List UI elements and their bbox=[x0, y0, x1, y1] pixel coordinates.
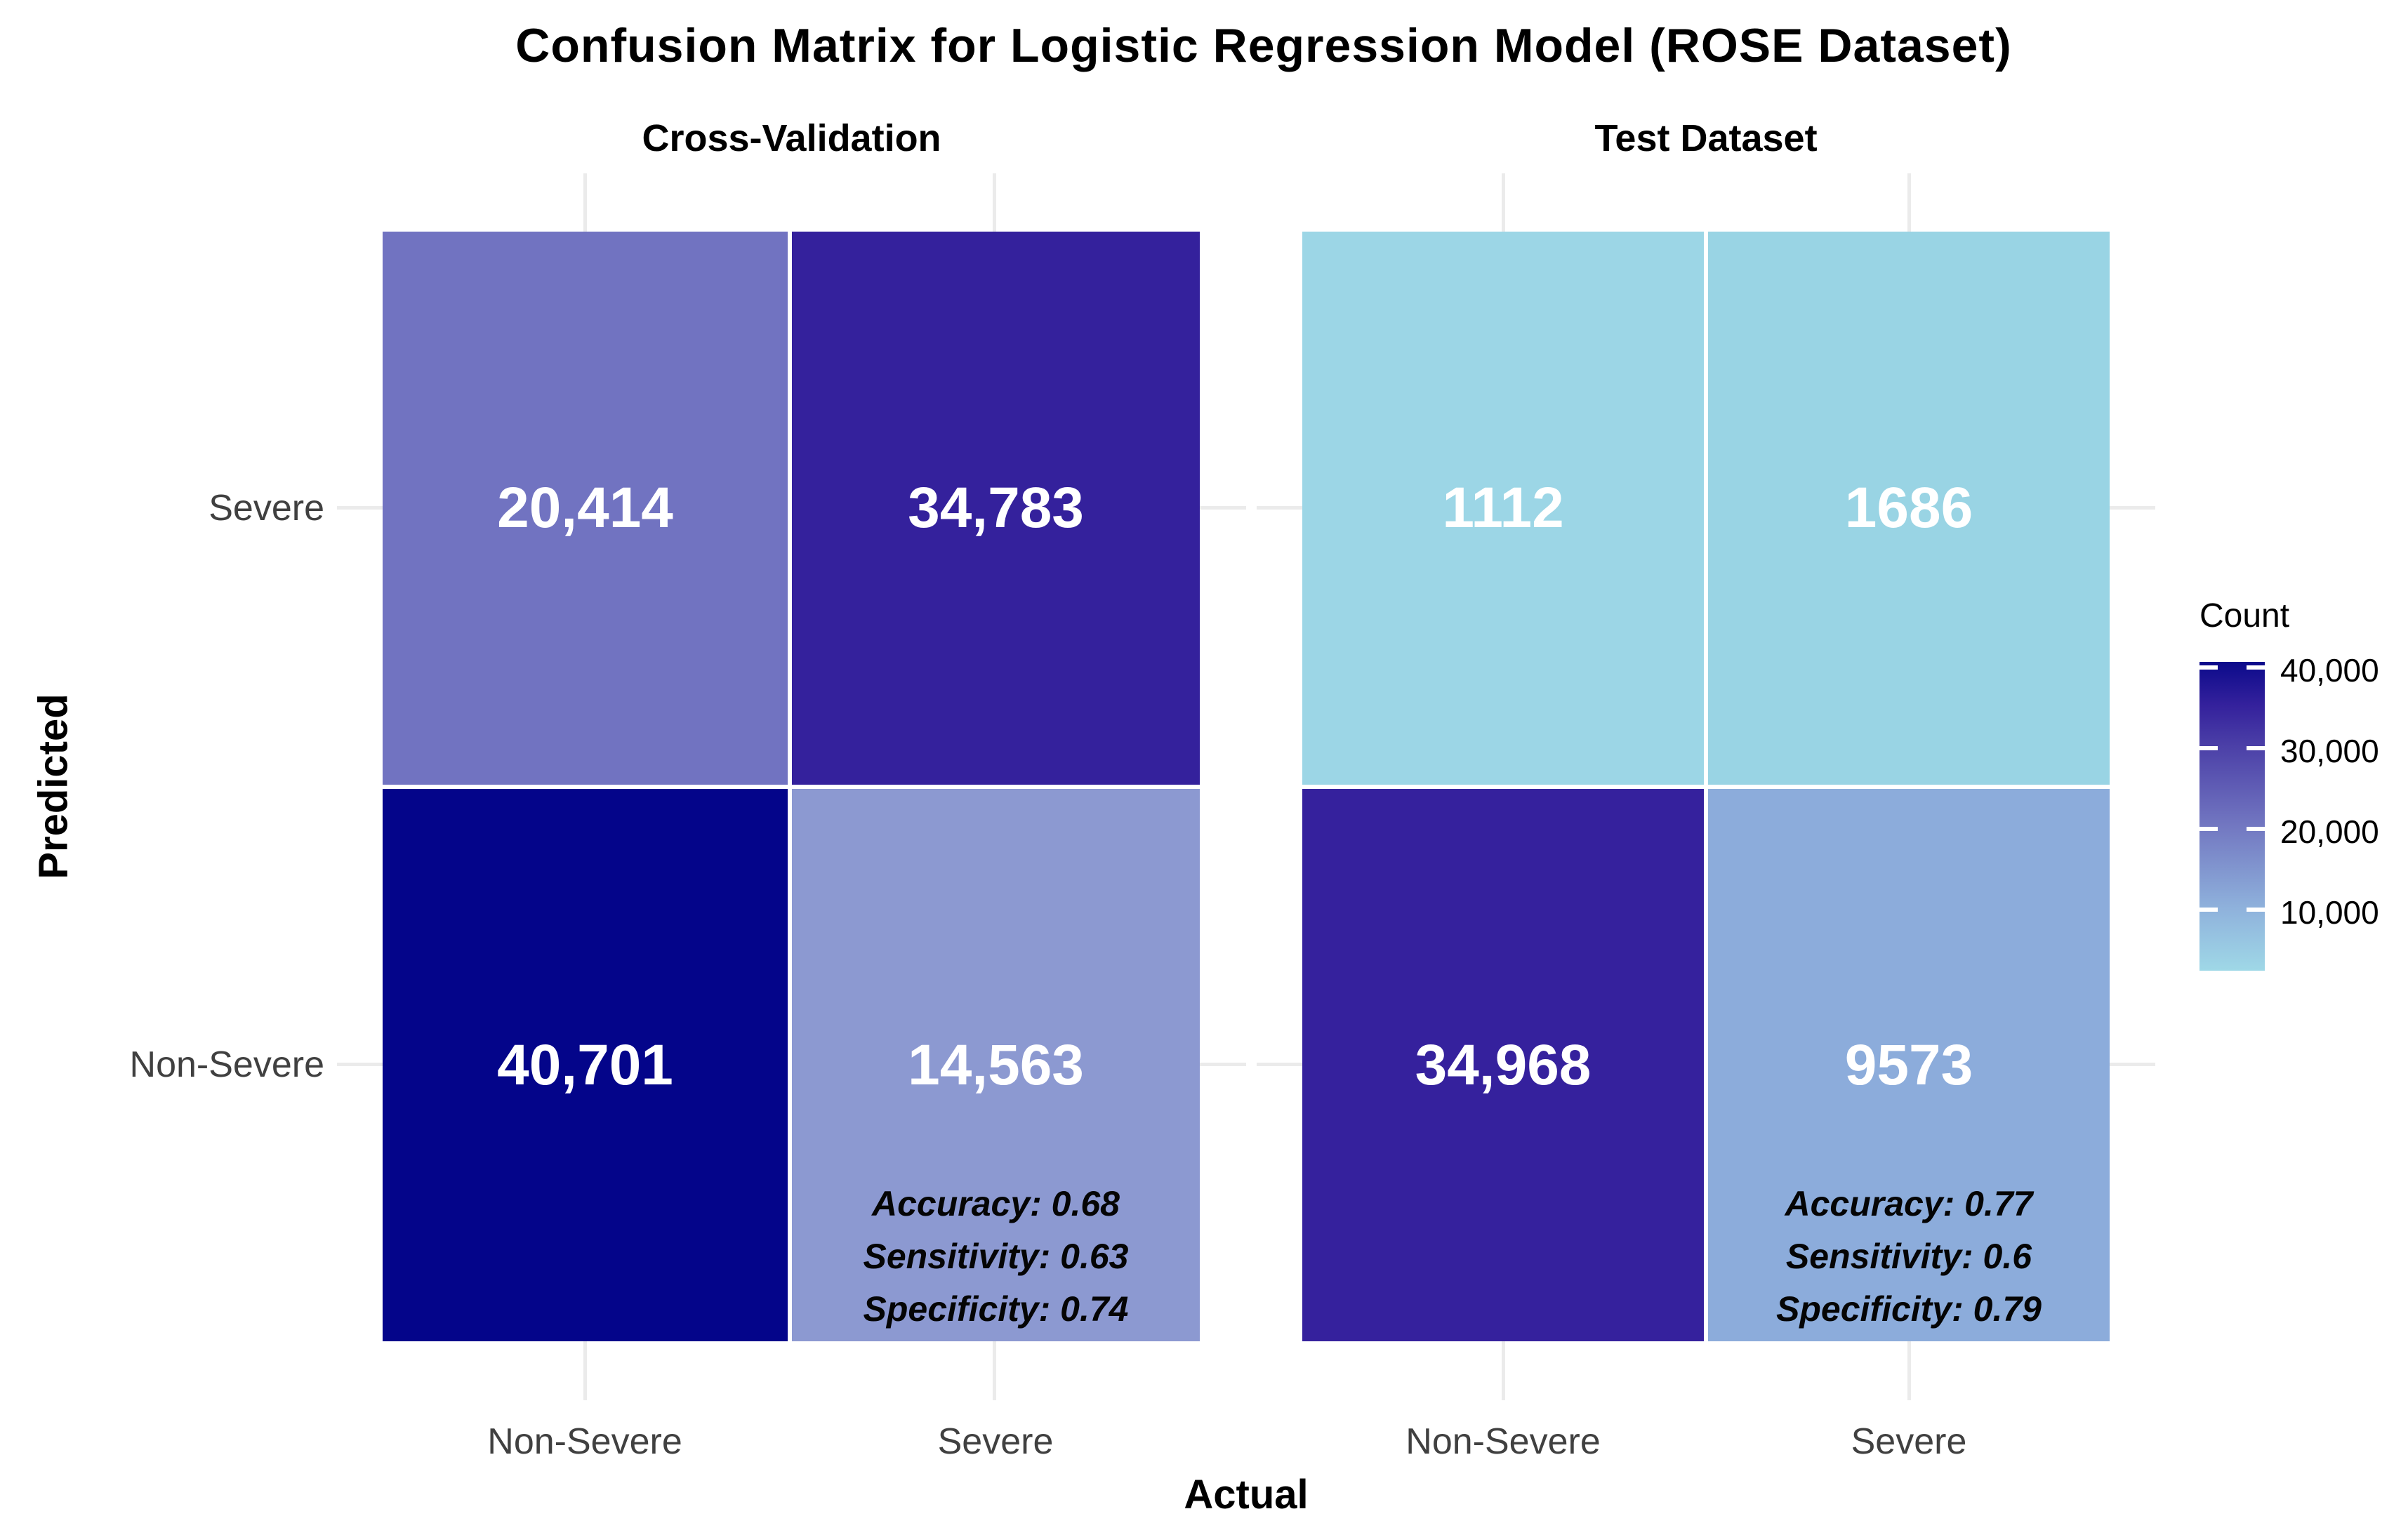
gridline-stub bbox=[1257, 1063, 1302, 1066]
cv-cell-severe-severe: 34,783 bbox=[792, 232, 1200, 785]
cv-cell-nonsevere-nonsevere: 40,701 bbox=[383, 789, 788, 1341]
facet-title-test-dataset: Test Dataset bbox=[1594, 117, 1818, 159]
cell-value: 9573 bbox=[1844, 1032, 1973, 1097]
gridline-stub bbox=[1502, 1341, 1505, 1400]
cell-value: 34,968 bbox=[1415, 1032, 1592, 1097]
y-axis-label-severe: Severe bbox=[209, 488, 324, 529]
gridline-stub bbox=[993, 1341, 996, 1400]
x-axis-label-test-severe: Severe bbox=[1851, 1421, 1967, 1462]
legend-tick-mark bbox=[2199, 827, 2218, 831]
gridline-stub bbox=[1502, 173, 1505, 232]
gridline-stub bbox=[1907, 1341, 1911, 1400]
x-axis-label-test-nonsevere: Non-Severe bbox=[1405, 1421, 1601, 1462]
legend-tick-mark bbox=[2199, 908, 2218, 912]
y-axis-title-predicted: Predicted bbox=[30, 693, 77, 879]
gridline-stub bbox=[1257, 506, 1302, 510]
y-axis-label-nonsevere: Non-Severe bbox=[129, 1044, 324, 1085]
legend-tick-mark bbox=[2247, 665, 2265, 670]
cv-cell-severe-nonsevere: 20,414 bbox=[383, 232, 788, 785]
test-metrics-annotation: Accuracy: 0.77 Sensitivity: 0.6 Specific… bbox=[1708, 1178, 2110, 1336]
y-axis-title-container: Predicted bbox=[4, 281, 102, 1291]
gridline-stub bbox=[993, 173, 996, 232]
legend-tick-label-30000: 30,000 bbox=[2280, 733, 2379, 769]
gridline-stub bbox=[583, 173, 587, 232]
legend-tick-mark bbox=[2247, 827, 2265, 831]
specificity-text: Specificity: 0.74 bbox=[863, 1289, 1129, 1329]
gridline-stub bbox=[2110, 506, 2155, 510]
cell-value: 1112 bbox=[1442, 476, 1564, 540]
chart-title: Confusion Matrix for Logistic Regression… bbox=[515, 19, 2012, 72]
gridline-stub bbox=[1200, 1063, 1246, 1066]
gridline-stub bbox=[583, 1341, 587, 1400]
cell-value: 1686 bbox=[1844, 476, 1973, 540]
legend-tick-mark bbox=[2199, 665, 2218, 670]
test-cell-nonsevere-severe: 9573 Accuracy: 0.77 Sensitivity: 0.6 Spe… bbox=[1708, 789, 2110, 1341]
legend-tick-label-10000: 10,000 bbox=[2280, 894, 2379, 931]
x-axis-title-actual: Actual bbox=[1184, 1472, 1309, 1517]
gridline-stub bbox=[2110, 1063, 2155, 1066]
accuracy-text: Accuracy: 0.77 bbox=[1785, 1184, 2033, 1223]
cell-value: 34,783 bbox=[908, 476, 1084, 540]
gridline-stub bbox=[1200, 506, 1246, 510]
cv-metrics-annotation: Accuracy: 0.68 Sensitivity: 0.63 Specifi… bbox=[792, 1178, 1200, 1336]
cell-value: 20,414 bbox=[497, 476, 673, 540]
facet-title-cross-validation: Cross-Validation bbox=[642, 117, 941, 159]
test-cell-severe-severe: 1686 bbox=[1708, 232, 2110, 785]
gridline-stub bbox=[1907, 173, 1911, 232]
legend-title: Count bbox=[2199, 597, 2290, 634]
cell-value: 40,701 bbox=[497, 1032, 673, 1097]
cell-value: 14,563 bbox=[908, 1032, 1084, 1097]
cv-cell-nonsevere-severe: 14,563 Accuracy: 0.68 Sensitivity: 0.63 … bbox=[792, 789, 1200, 1341]
legend-tick-label-20000: 20,000 bbox=[2280, 813, 2379, 850]
test-cell-severe-nonsevere: 1112 bbox=[1302, 232, 1704, 785]
sensitivity-text: Sensitivity: 0.63 bbox=[863, 1237, 1129, 1276]
test-cell-nonsevere-nonsevere: 34,968 bbox=[1302, 789, 1704, 1341]
legend-tick-label-40000: 40,000 bbox=[2280, 652, 2379, 689]
accuracy-text: Accuracy: 0.68 bbox=[871, 1184, 1120, 1223]
x-axis-label-cv-severe: Severe bbox=[937, 1421, 1054, 1462]
legend-gradient-bar bbox=[2199, 662, 2265, 971]
gridline-stub bbox=[337, 1063, 383, 1066]
legend-tick-mark bbox=[2247, 746, 2265, 750]
specificity-text: Specificity: 0.79 bbox=[1776, 1289, 2042, 1329]
sensitivity-text: Sensitivity: 0.6 bbox=[1785, 1237, 2032, 1276]
x-axis-label-cv-nonsevere: Non-Severe bbox=[487, 1421, 682, 1462]
gridline-stub bbox=[337, 506, 383, 510]
legend-tick-mark bbox=[2247, 908, 2265, 912]
legend-tick-mark bbox=[2199, 746, 2218, 750]
